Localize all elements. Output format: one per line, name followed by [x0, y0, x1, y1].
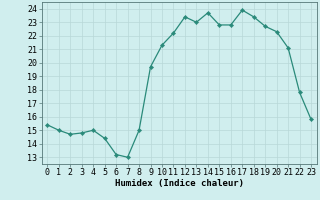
X-axis label: Humidex (Indice chaleur): Humidex (Indice chaleur)	[115, 179, 244, 188]
